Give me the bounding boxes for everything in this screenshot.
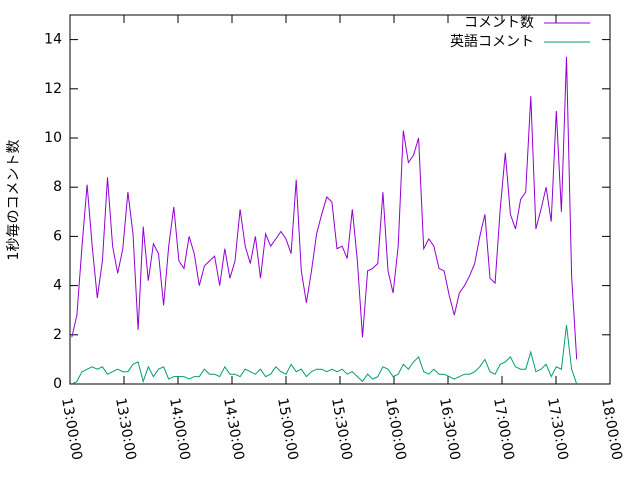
- x-tick-label: 15:00:00: [274, 397, 301, 462]
- data-line: [71, 324, 578, 385]
- y-tick-label: 6: [53, 228, 62, 244]
- x-tick-label: 13:00:00: [58, 397, 85, 462]
- x-tick-label: 18:00:00: [598, 397, 625, 462]
- x-tick-label: 16:30:00: [436, 397, 463, 462]
- plot-border: [69, 14, 611, 385]
- y-tick-label: 12: [44, 81, 62, 97]
- x-tick-label: 15:30:00: [328, 397, 355, 462]
- y-tick-label: 4: [53, 278, 62, 294]
- legend-label: 英語コメント: [450, 33, 534, 50]
- x-tick-label: 14:00:00: [166, 397, 193, 462]
- data-line: [71, 56, 578, 360]
- x-tick-label: 17:30:00: [544, 397, 571, 462]
- y-tick-label: 8: [53, 179, 62, 195]
- x-tick-label: 14:30:00: [220, 397, 247, 462]
- x-tick-label: 17:00:00: [490, 397, 517, 462]
- legend-label: コメント数: [464, 15, 534, 31]
- y-tick-label: 10: [44, 130, 62, 146]
- x-tick-label: 13:30:00: [112, 397, 139, 462]
- x-tick-label: 16:00:00: [382, 397, 409, 462]
- y-tick-label: 14: [44, 32, 62, 48]
- y-tick-label: 2: [53, 327, 62, 343]
- y-axis-label: 1秒毎のコメント数: [6, 140, 22, 261]
- y-tick-label: 0: [53, 376, 62, 392]
